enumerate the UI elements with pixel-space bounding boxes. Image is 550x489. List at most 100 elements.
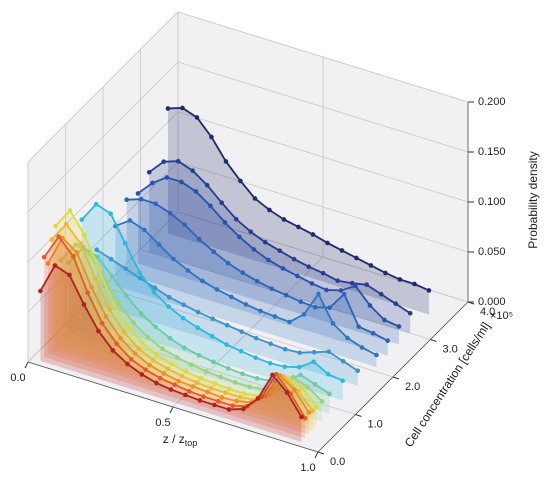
marker	[197, 398, 203, 403]
marker	[224, 342, 229, 348]
y-tick-label: 1.0	[368, 418, 383, 430]
marker	[154, 380, 159, 386]
marker	[183, 392, 188, 398]
marker	[125, 361, 130, 367]
marker	[74, 250, 80, 255]
marker	[234, 398, 239, 404]
marker	[96, 328, 101, 334]
marker	[138, 196, 144, 202]
marker	[243, 302, 249, 307]
marker	[296, 364, 302, 370]
marker	[165, 106, 171, 111]
marker	[367, 303, 373, 308]
marker	[180, 105, 185, 111]
marker	[224, 322, 230, 328]
y-tick-label: 4.0	[480, 306, 495, 318]
marker	[182, 345, 187, 351]
marker	[232, 380, 238, 385]
marker	[266, 257, 271, 263]
marker	[219, 395, 225, 400]
marker	[154, 353, 160, 358]
marker	[198, 375, 203, 381]
marker	[56, 234, 61, 239]
marker	[299, 414, 304, 420]
marker	[94, 247, 99, 252]
marker	[349, 280, 355, 286]
marker	[116, 301, 122, 306]
marker	[396, 324, 402, 329]
marker	[237, 234, 242, 240]
marker	[41, 254, 47, 260]
marker	[63, 221, 69, 227]
marker	[123, 266, 128, 272]
marker	[277, 248, 283, 253]
marker	[78, 241, 83, 246]
marker	[114, 341, 119, 347]
marker	[81, 302, 87, 307]
marker	[128, 356, 134, 362]
marker	[167, 210, 173, 216]
area	[51, 224, 313, 431]
marker	[354, 255, 359, 261]
marker	[247, 384, 252, 390]
marker	[345, 335, 350, 341]
marker	[339, 248, 345, 253]
marker	[92, 275, 98, 281]
x-tick-label: 0.5	[155, 417, 170, 429]
marker	[204, 182, 210, 188]
marker	[131, 320, 136, 326]
marker	[99, 320, 105, 326]
marker	[225, 366, 231, 371]
marker	[298, 372, 303, 378]
marker	[298, 299, 304, 305]
area	[167, 107, 429, 315]
marker	[269, 286, 275, 292]
marker	[282, 364, 288, 370]
marker	[122, 240, 128, 246]
z-tick-label: 0.100	[478, 196, 506, 208]
marker	[251, 247, 257, 252]
marker	[160, 346, 165, 352]
marker	[353, 283, 358, 289]
marker	[156, 242, 162, 247]
marker	[183, 369, 189, 374]
marker	[238, 348, 244, 354]
marker	[201, 394, 206, 400]
marker	[124, 197, 129, 202]
marker	[212, 381, 218, 386]
x-tick-label: 1.0	[300, 462, 315, 474]
marker	[146, 169, 152, 175]
marker	[382, 317, 387, 323]
marker	[195, 309, 201, 315]
y-tick-label: 0.0	[330, 456, 345, 468]
marker	[356, 324, 362, 330]
marker	[200, 278, 205, 284]
marker	[194, 115, 200, 120]
marker	[223, 390, 228, 396]
marker	[186, 388, 192, 394]
marker	[180, 315, 186, 321]
marker	[209, 333, 215, 339]
area	[44, 236, 306, 439]
marker	[82, 232, 87, 238]
marker	[169, 361, 174, 367]
marker	[267, 207, 272, 213]
marker	[53, 223, 58, 229]
marker	[281, 217, 287, 222]
marker	[272, 314, 278, 319]
marker	[93, 201, 99, 207]
marker	[166, 304, 171, 310]
marker	[306, 264, 312, 270]
grid-line	[177, 111, 469, 203]
marker	[287, 319, 292, 325]
x-tick-label: 0.0	[10, 372, 25, 384]
marker	[171, 256, 176, 262]
marker	[58, 258, 64, 263]
z-axis-label: Probability density	[526, 151, 540, 248]
marker	[147, 362, 152, 368]
marker	[230, 403, 235, 409]
marker	[52, 263, 58, 268]
grid-line	[27, 61, 179, 213]
marker	[223, 159, 229, 164]
marker	[393, 301, 399, 307]
